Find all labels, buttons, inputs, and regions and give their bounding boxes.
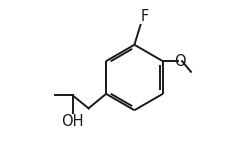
Text: OH: OH (61, 114, 84, 129)
Text: F: F (141, 9, 149, 24)
Text: O: O (174, 54, 186, 69)
